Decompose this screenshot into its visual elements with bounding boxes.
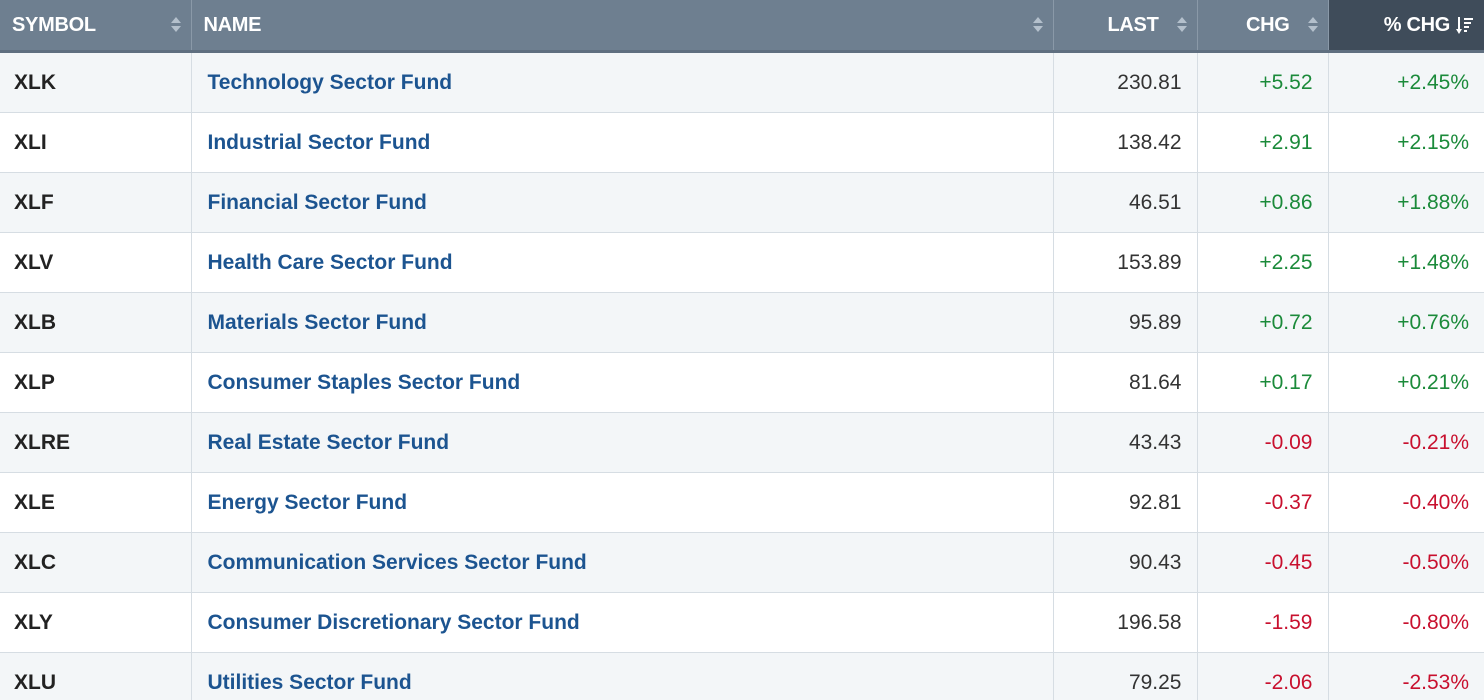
fund-name-link[interactable]: Real Estate Sector Fund xyxy=(207,430,450,454)
sort-updown-icon[interactable] xyxy=(1032,17,1044,35)
last-price-cell: 92.81 xyxy=(1053,472,1198,533)
table-row[interactable]: XLRE Real Estate Sector Fund 43.43 -0.09 -0.… xyxy=(0,412,1484,473)
last-price-cell: 79.25 xyxy=(1053,652,1198,700)
percent-change-cell: +2.45% xyxy=(1328,51,1484,113)
column-header-symbol[interactable]: SYMBOL xyxy=(0,0,192,53)
table-row[interactable]: XLV Health Care Sector Fund 153.89 +2.25 +1.… xyxy=(0,232,1484,293)
header-row: SYMBOL NAME LAST CHG % CHG xyxy=(0,0,1484,53)
table-row[interactable]: XLY Consumer Discretionary Sector Fund 196… xyxy=(0,592,1484,653)
change-cell: -0.09 xyxy=(1197,412,1329,473)
column-header-label: NAME xyxy=(203,13,262,36)
symbol-cell: XLK xyxy=(0,51,192,113)
fund-name-link[interactable]: Consumer Discretionary Sector Fund xyxy=(207,610,580,634)
symbol-cell: XLY xyxy=(0,592,192,653)
column-header-label: SYMBOL xyxy=(12,13,96,36)
column-header-chg[interactable]: CHG xyxy=(1197,0,1329,53)
last-price-cell: 153.89 xyxy=(1053,232,1198,293)
symbol-cell: XLI xyxy=(0,112,192,173)
percent-change-cell: +1.48% xyxy=(1328,232,1484,293)
column-header-label: LAST xyxy=(1107,13,1159,36)
column-header-pct-chg[interactable]: % CHG xyxy=(1328,0,1484,53)
name-cell: Technology Sector Fund xyxy=(191,51,1054,113)
symbol-cell: XLP xyxy=(0,352,192,413)
percent-change-cell: +0.21% xyxy=(1328,352,1484,413)
table-row[interactable]: XLC Communication Services Sector Fund 90.… xyxy=(0,532,1484,593)
percent-change-cell: +2.15% xyxy=(1328,112,1484,173)
last-price-cell: 81.64 xyxy=(1053,352,1198,413)
table-header: SYMBOL NAME LAST CHG % CHG xyxy=(0,0,1484,53)
fund-name-link[interactable]: Communication Services Sector Fund xyxy=(207,550,587,574)
fund-name-link[interactable]: Energy Sector Fund xyxy=(207,490,408,514)
change-cell: +0.72 xyxy=(1197,292,1329,353)
percent-change-cell: -0.50% xyxy=(1328,532,1484,593)
column-header-last[interactable]: LAST xyxy=(1053,0,1198,53)
percent-change-cell: +1.88% xyxy=(1328,172,1484,233)
last-price-cell: 95.89 xyxy=(1053,292,1198,353)
change-cell: +2.91 xyxy=(1197,112,1329,173)
name-cell: Industrial Sector Fund xyxy=(191,112,1054,173)
last-price-cell: 46.51 xyxy=(1053,172,1198,233)
table-row[interactable]: XLU Utilities Sector Fund 79.25 -2.06 -2.53% xyxy=(0,652,1484,700)
last-price-cell: 138.42 xyxy=(1053,112,1198,173)
name-cell: Consumer Discretionary Sector Fund xyxy=(191,592,1054,653)
fund-name-link[interactable]: Technology Sector Fund xyxy=(207,70,453,94)
name-cell: Communication Services Sector Fund xyxy=(191,532,1054,593)
table-row[interactable]: XLK Technology Sector Fund 230.81 +5.52 +2.4… xyxy=(0,51,1484,113)
name-cell: Materials Sector Fund xyxy=(191,292,1054,353)
change-cell: -2.06 xyxy=(1197,652,1329,700)
sort-updown-icon[interactable] xyxy=(1176,17,1188,35)
name-cell: Financial Sector Fund xyxy=(191,172,1054,233)
symbol-cell: XLU xyxy=(0,652,192,700)
symbol-cell: XLRE xyxy=(0,412,192,473)
percent-change-cell: -0.21% xyxy=(1328,412,1484,473)
name-cell: Health Care Sector Fund xyxy=(191,232,1054,293)
percent-change-cell: -2.53% xyxy=(1328,652,1484,700)
last-price-cell: 90.43 xyxy=(1053,532,1198,593)
table-row[interactable]: XLB Materials Sector Fund 95.89 +0.72 +0.76% xyxy=(0,292,1484,353)
percent-change-cell: -0.80% xyxy=(1328,592,1484,653)
table-row[interactable]: XLE Energy Sector Fund 92.81 -0.37 -0.40% xyxy=(0,472,1484,533)
sort-descending-icon[interactable] xyxy=(1456,15,1474,35)
name-cell: Consumer Staples Sector Fund xyxy=(191,352,1054,413)
column-header-name[interactable]: NAME xyxy=(191,0,1054,53)
percent-change-cell: -0.40% xyxy=(1328,472,1484,533)
change-cell: +5.52 xyxy=(1197,51,1329,113)
table-row[interactable]: XLF Financial Sector Fund 46.51 +0.86 +1.88% xyxy=(0,172,1484,233)
name-cell: Energy Sector Fund xyxy=(191,472,1054,533)
sort-updown-icon[interactable] xyxy=(1307,17,1319,35)
fund-name-link[interactable]: Materials Sector Fund xyxy=(207,310,427,334)
table-body: XLK Technology Sector Fund 230.81 +5.52 +2.4… xyxy=(0,51,1484,700)
fund-name-link[interactable]: Consumer Staples Sector Fund xyxy=(207,370,521,394)
change-cell: +0.17 xyxy=(1197,352,1329,413)
table-row[interactable]: XLI Industrial Sector Fund 138.42 +2.91 +2.1… xyxy=(0,112,1484,173)
name-cell: Real Estate Sector Fund xyxy=(191,412,1054,473)
percent-change-cell: +0.76% xyxy=(1328,292,1484,353)
symbol-cell: XLV xyxy=(0,232,192,293)
symbol-cell: XLC xyxy=(0,532,192,593)
change-cell: -1.59 xyxy=(1197,592,1329,653)
change-cell: +0.86 xyxy=(1197,172,1329,233)
fund-name-link[interactable]: Industrial Sector Fund xyxy=(207,130,431,154)
fund-name-link[interactable]: Utilities Sector Fund xyxy=(207,670,412,694)
symbol-cell: XLB xyxy=(0,292,192,353)
last-price-cell: 196.58 xyxy=(1053,592,1198,653)
name-cell: Utilities Sector Fund xyxy=(191,652,1054,700)
change-cell: +2.25 xyxy=(1197,232,1329,293)
last-price-cell: 43.43 xyxy=(1053,412,1198,473)
change-cell: -0.37 xyxy=(1197,472,1329,533)
sort-updown-icon[interactable] xyxy=(170,17,182,35)
fund-name-link[interactable]: Financial Sector Fund xyxy=(207,190,427,214)
fund-name-link[interactable]: Health Care Sector Fund xyxy=(207,250,453,274)
change-cell: -0.45 xyxy=(1197,532,1329,593)
symbol-cell: XLE xyxy=(0,472,192,533)
symbol-cell: XLF xyxy=(0,172,192,233)
column-header-label: CHG xyxy=(1245,13,1290,36)
column-header-label: % CHG xyxy=(1383,13,1451,36)
last-price-cell: 230.81 xyxy=(1053,51,1198,113)
table-row[interactable]: XLP Consumer Staples Sector Fund 81.64 +0.1… xyxy=(0,352,1484,413)
